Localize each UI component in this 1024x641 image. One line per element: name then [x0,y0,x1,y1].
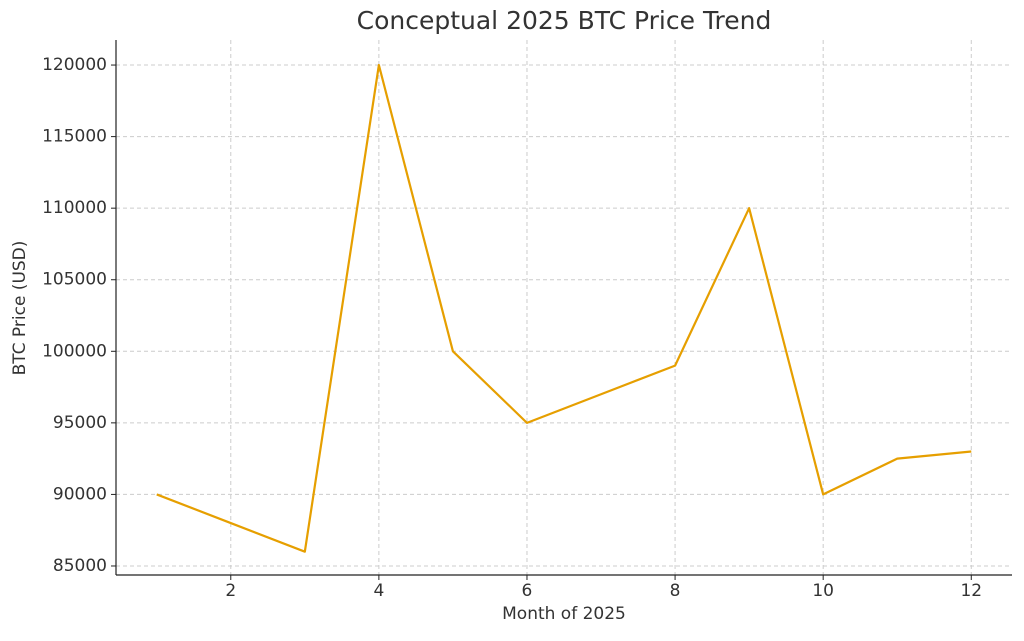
x-tick-label: 6 [522,581,533,601]
y-axis-label: BTC Price (USD) [10,241,30,376]
x-tick-label: 10 [812,581,834,601]
x-tick-label: 8 [670,581,681,601]
y-tick-label: 105000 [42,270,107,290]
data-line [156,63,972,553]
y-tick-label: 95000 [53,413,107,433]
x-tick-label: 12 [960,581,982,601]
x-tick-label: 2 [225,581,236,601]
x-tick-label: 4 [373,581,384,601]
y-tick-label: 110000 [42,198,107,218]
y-tick-label: 85000 [53,556,107,576]
y-tick-label: 120000 [42,55,107,75]
chart-title: Conceptual 2025 BTC Price Trend [357,6,772,35]
y-tick-label: 100000 [42,341,107,361]
x-axis-label: Month of 2025 [502,604,626,624]
y-tick-label: 90000 [53,484,107,504]
y-tick-label: 115000 [42,127,107,147]
